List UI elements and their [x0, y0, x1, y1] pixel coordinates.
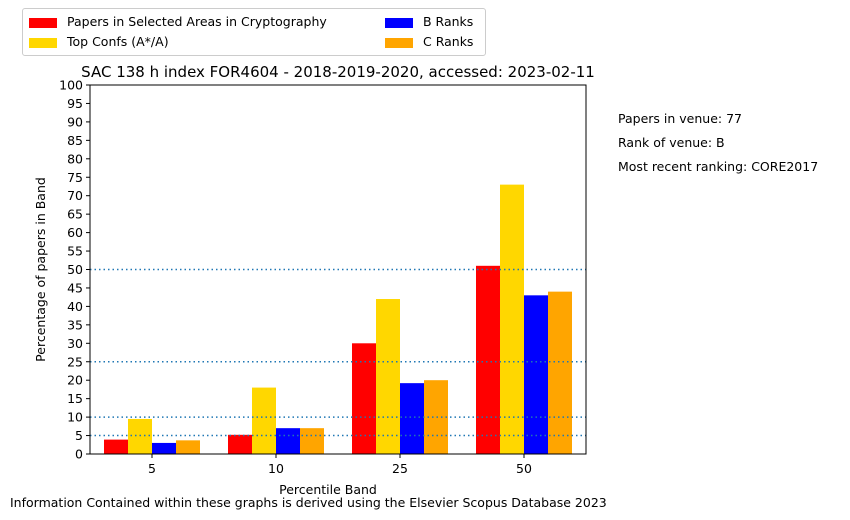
y-tick-label-5: 5: [75, 428, 83, 443]
bar-c-ranks-10: [300, 428, 324, 454]
legend-label-c-ranks: C Ranks: [423, 34, 474, 49]
legend-label-top-confs: Top Confs (A*/A): [67, 34, 169, 49]
legend-item-c-ranks: C Ranks: [385, 34, 473, 49]
y-tick-label-65: 65: [67, 207, 83, 222]
papers-in-venue: Papers in venue: 77: [618, 111, 742, 126]
y-tick-label-75: 75: [67, 170, 83, 185]
bar-papers-in-selected-areas-in-cryptography-5: [104, 439, 128, 454]
y-tick-label-80: 80: [67, 151, 83, 166]
rank-of-venue: Rank of venue: B: [618, 135, 725, 150]
y-tick-label-45: 45: [67, 280, 83, 295]
bar-c-ranks-50: [548, 291, 572, 454]
bar-top-confs-a-a--25: [376, 299, 400, 454]
legend-swatch-top-confs: [29, 37, 57, 48]
y-tick-label-90: 90: [67, 114, 83, 129]
bar-papers-in-selected-areas-in-cryptography-25: [352, 343, 376, 454]
y-tick-label-70: 70: [67, 188, 83, 203]
legend-swatch-b-ranks: [385, 17, 413, 28]
bar-b-ranks-5: [152, 442, 176, 454]
legend-item-papers: Papers in Selected Areas in Cryptography: [29, 14, 327, 29]
y-tick-label-100: 100: [59, 78, 83, 93]
y-tick-label-15: 15: [67, 391, 83, 406]
y-tick-label-55: 55: [67, 244, 83, 259]
y-tick-label-20: 20: [67, 373, 83, 388]
legend-label-b-ranks: B Ranks: [423, 14, 474, 29]
bar-papers-in-selected-areas-in-cryptography-50: [476, 265, 500, 454]
legend-swatch-c-ranks: [385, 37, 413, 48]
y-tick-label-60: 60: [67, 225, 83, 240]
x-tick-label-25: 25: [392, 461, 408, 476]
y-tick-label-25: 25: [67, 354, 83, 369]
bar-b-ranks-50: [524, 295, 548, 454]
bar-c-ranks-5: [176, 440, 200, 454]
y-tick-label-10: 10: [67, 410, 83, 425]
legend-swatch-papers: [29, 17, 57, 28]
bar-b-ranks-10: [276, 428, 300, 454]
legend: Papers in Selected Areas in Cryptography…: [22, 8, 486, 56]
x-tick-label-5: 5: [148, 461, 156, 476]
bar-top-confs-a-a--50: [500, 184, 524, 454]
y-tick-label-35: 35: [67, 317, 83, 332]
y-tick-label-0: 0: [75, 447, 83, 462]
y-tick-label-95: 95: [67, 96, 83, 111]
y-axis-label: Percentage of papers in Band: [33, 177, 48, 362]
x-axis-label: Percentile Band: [279, 482, 377, 497]
y-tick-label-40: 40: [67, 299, 83, 314]
bar-top-confs-a-a--5: [128, 418, 152, 454]
bar-top-confs-a-a--10: [252, 387, 276, 454]
y-tick-label-30: 30: [67, 336, 83, 351]
x-tick-label-10: 10: [268, 461, 284, 476]
y-tick-label-85: 85: [67, 133, 83, 148]
y-tick-label-50: 50: [67, 262, 83, 277]
chart-title: SAC 138 h index FOR4604 - 2018-2019-2020…: [81, 63, 595, 81]
legend-item-b-ranks: B Ranks: [385, 14, 473, 29]
footer-note: Information Contained within these graph…: [10, 495, 607, 510]
x-tick-label-50: 50: [516, 461, 532, 476]
bar-papers-in-selected-areas-in-cryptography-10: [228, 434, 252, 454]
bar-b-ranks-25: [400, 383, 424, 454]
legend-label-papers: Papers in Selected Areas in Cryptography: [67, 14, 327, 29]
legend-item-top-confs: Top Confs (A*/A): [29, 34, 169, 49]
most-recent-ranking: Most recent ranking: CORE2017: [618, 159, 819, 174]
